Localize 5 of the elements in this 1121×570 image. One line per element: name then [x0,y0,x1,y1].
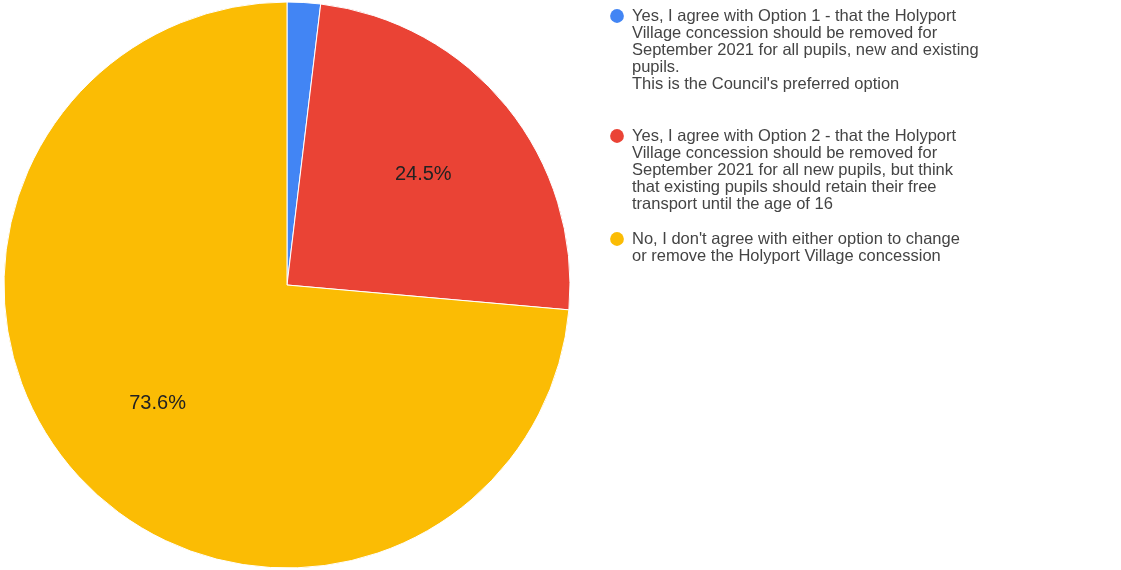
legend-label: Yes, I agree with Option 1 - that the Holyport Village concession should be removed for September 2021 for all pupils, new and existing pupils. This is the Council's preferred option [632,6,979,92]
legend-label: Yes, I agree with Option 2 - that the Holyport Village concession should be removed for September 2021 for all new pupils, but think that existing pupils should retain their free transport until the age of 16 [632,126,957,212]
data-label: 24.5% [394,162,452,185]
legend-label: No, I don't agree with either option to change or remove the Holyport Village concession [632,229,960,264]
data-label: 73.6% [129,391,187,414]
